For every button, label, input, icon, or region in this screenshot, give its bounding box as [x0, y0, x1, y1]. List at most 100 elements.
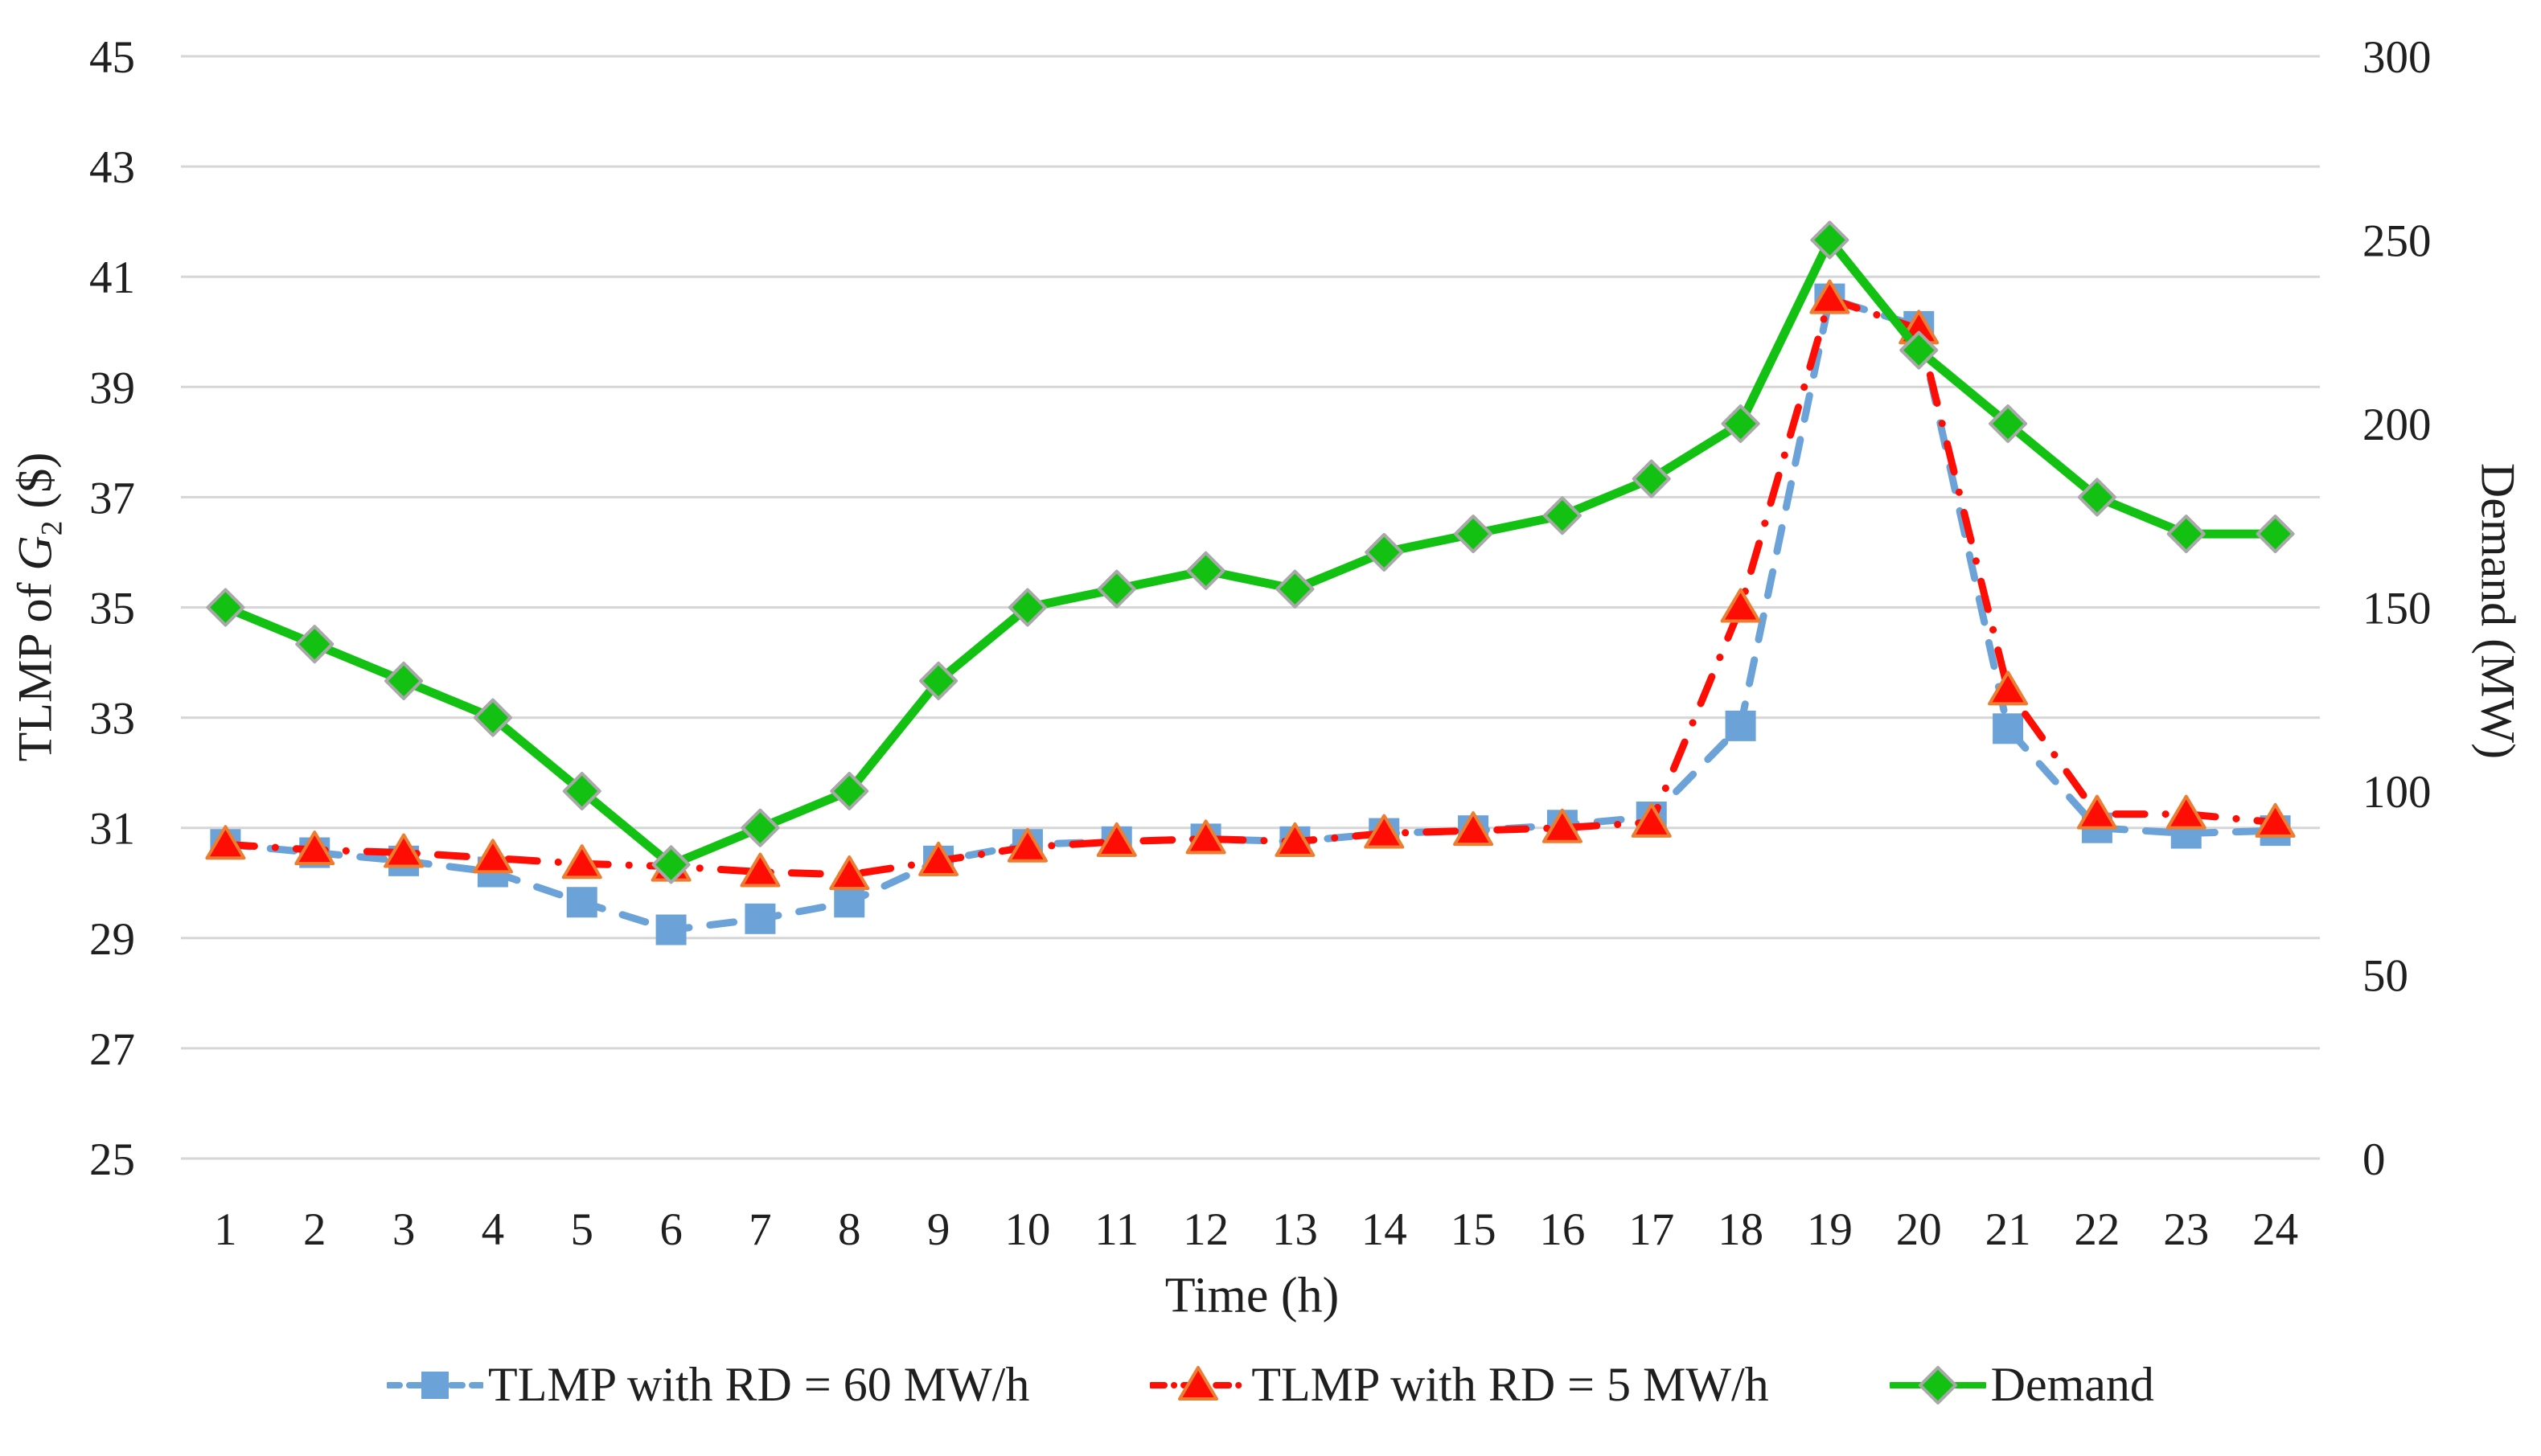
data-point-marker [1632, 459, 1671, 498]
data-point-marker [741, 808, 780, 847]
legend-marker [421, 1371, 449, 1399]
data-point-marker [829, 855, 870, 890]
data-point-marker [1097, 569, 1136, 609]
x-axis-tick-label: 14 [1361, 1204, 1407, 1255]
data-point-marker [1988, 671, 2029, 706]
data-point-marker [1453, 811, 1494, 847]
data-point-marker [2256, 515, 2295, 554]
legend-marker [1918, 1365, 1957, 1405]
x-axis-tick-label: 20 [1896, 1204, 1942, 1255]
legend-marker-icon [1889, 1365, 1986, 1405]
left-axis-tick-label: 31 [89, 804, 135, 855]
right-axis-title: Demand (MW) [2471, 462, 2525, 760]
right-axis-tick-label: 300 [2362, 32, 2432, 83]
legend: TLMP with RD = 60 MW/h TLMP with RD = 5 M… [0, 1357, 2541, 1413]
data-point-marker [1541, 808, 1582, 843]
left-axis-tick-label: 37 [89, 473, 135, 523]
x-axis-tick-label: 18 [1718, 1204, 1763, 1255]
x-axis-tick-label: 22 [2074, 1204, 2120, 1255]
data-point-marker [1993, 713, 2024, 744]
legend-marker-icon [1150, 1365, 1247, 1401]
data-point-marker [1899, 330, 1939, 370]
right-axis-tick-label: 100 [2362, 767, 2432, 818]
x-axis-tick-label: 2 [303, 1204, 326, 1255]
x-axis-tick-label: 21 [1985, 1204, 2031, 1255]
data-point-marker [2255, 802, 2296, 838]
left-axis-tick-label: 33 [89, 694, 135, 744]
data-point-marker [655, 914, 687, 945]
data-point-marker [1008, 588, 1047, 627]
series-triangle [205, 279, 2296, 890]
data-point-marker [1096, 822, 1137, 857]
data-point-marker [1721, 404, 1760, 443]
x-axis-tick-label: 11 [1094, 1204, 1139, 1255]
x-axis-tick-label: 17 [1628, 1204, 1674, 1255]
x-axis-tick-label: 12 [1183, 1204, 1229, 1255]
right-axis-tick-label: 150 [2362, 584, 2432, 634]
data-point-marker [561, 844, 602, 880]
x-axis-tick-label: 19 [1807, 1204, 1853, 1255]
x-axis-tick-label: 9 [927, 1204, 950, 1255]
legend-item: TLMP with RD = 60 MW/h [387, 1357, 1029, 1413]
data-point-marker [1631, 802, 1672, 838]
legend-item: Demand [1889, 1357, 2154, 1413]
data-point-marker [473, 698, 512, 737]
data-point-marker [2076, 794, 2117, 830]
x-axis-tick-label: 7 [749, 1204, 772, 1255]
data-point-marker [834, 887, 865, 918]
left-axis-tick-label: 27 [89, 1024, 135, 1075]
x-axis-tick-label: 24 [2252, 1204, 2298, 1255]
data-point-marker [1542, 496, 1582, 535]
legend-marker [1178, 1365, 1219, 1401]
data-point-marker [651, 845, 691, 884]
data-point-marker [1989, 404, 2028, 443]
data-point-marker [1725, 710, 1756, 741]
right-axis-tick-label: 250 [2362, 216, 2432, 267]
series-line [220, 236, 2280, 869]
data-point-marker [1275, 569, 1315, 609]
data-point-marker [384, 833, 425, 868]
data-point-marker [1275, 822, 1316, 857]
series-line [221, 295, 2280, 879]
right-axis-tick-label: 0 [2362, 1134, 2386, 1185]
x-axis-tick-label: 10 [1004, 1204, 1050, 1255]
data-point-marker [295, 625, 335, 664]
data-point-marker [1007, 827, 1048, 863]
legend-label: Demand [1990, 1358, 2154, 1411]
left-axis-tick-label: 45 [89, 32, 135, 83]
data-point-marker [205, 825, 246, 860]
data-point-marker [1810, 220, 1849, 260]
x-axis-tick-label: 4 [482, 1204, 505, 1255]
x-axis-tick-label: 15 [1451, 1204, 1496, 1255]
x-axis-tick-label: 5 [571, 1204, 594, 1255]
data-point-marker [1186, 551, 1225, 590]
data-point-marker [1454, 515, 1493, 554]
data-point-marker [472, 839, 513, 874]
legend-label: TLMP with RD = 60 MW/h [488, 1358, 1030, 1411]
data-point-marker [2165, 794, 2206, 830]
data-point-marker [566, 887, 597, 918]
data-point-marker [2166, 515, 2206, 554]
x-axis-tick-label: 23 [2163, 1204, 2209, 1255]
data-point-marker [745, 903, 776, 934]
right-axis-tick-label: 200 [2362, 400, 2432, 450]
data-point-marker [1365, 532, 1404, 572]
x-axis-tick-label: 16 [1539, 1204, 1585, 1255]
x-axis-tick-label: 6 [659, 1204, 683, 1255]
x-axis-tick-label: 13 [1272, 1204, 1318, 1255]
data-point-marker [740, 852, 781, 888]
left-axis-tick-label: 41 [89, 252, 135, 303]
x-axis-title: Time (h) [1164, 1268, 1340, 1323]
data-point-marker [918, 841, 959, 876]
x-axis-tick-label: 3 [392, 1204, 416, 1255]
data-point-marker [384, 661, 424, 700]
legend-item: TLMP with RD = 5 MW/h [1150, 1357, 1769, 1413]
left-axis-tick-label: 39 [89, 363, 135, 413]
data-point-marker [2077, 478, 2116, 517]
left-axis-title: TLMP of G2 ($) [8, 452, 69, 762]
x-axis-tick-label: 1 [214, 1204, 237, 1255]
data-point-marker [1720, 588, 1761, 623]
data-point-marker [1185, 819, 1226, 855]
